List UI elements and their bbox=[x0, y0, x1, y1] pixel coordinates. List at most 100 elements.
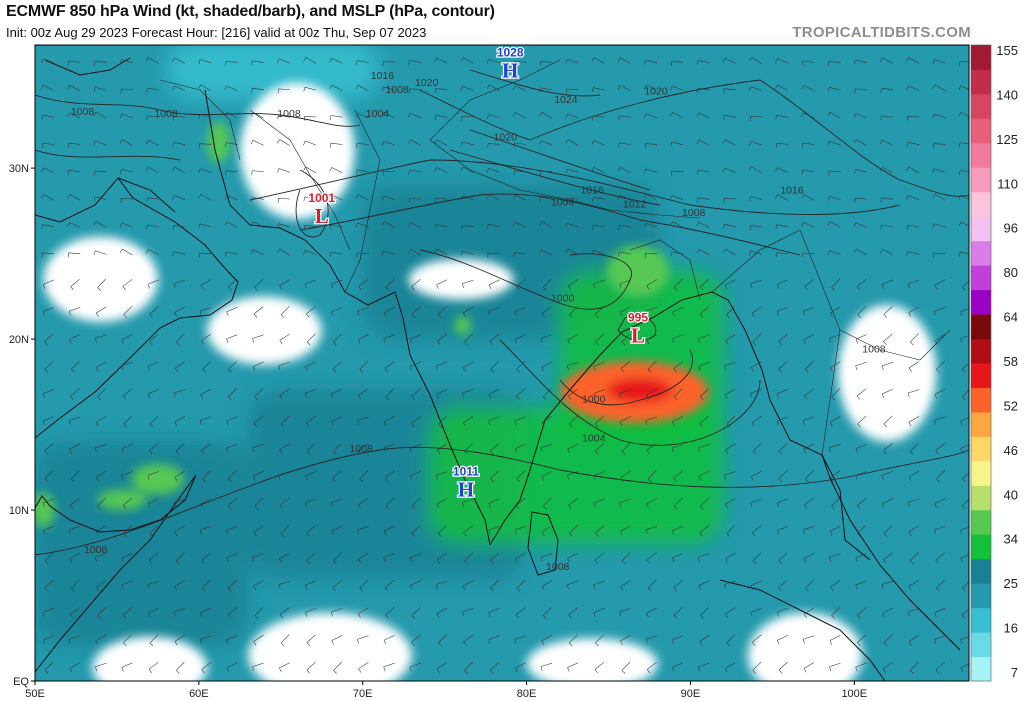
wind-band-0 bbox=[166, 45, 380, 100]
wind-barb-179 bbox=[225, 170, 238, 176]
border-persian-gulf bbox=[117, 177, 176, 213]
wind-barb-424 bbox=[516, 388, 526, 400]
wind-barb-695 bbox=[829, 525, 841, 536]
wind-barb-528 bbox=[617, 57, 631, 64]
wind-barb-274 bbox=[329, 84, 343, 92]
wind-barb-120 bbox=[174, 525, 185, 536]
wind-barb-24 bbox=[68, 635, 81, 644]
wind-barb-260 bbox=[332, 470, 343, 482]
wind-barb-500 bbox=[592, 197, 605, 202]
wind-barb-497 bbox=[593, 279, 605, 289]
wind-barb-800 bbox=[932, 168, 946, 174]
wind-barb-779 bbox=[907, 115, 920, 121]
calm-areas bbox=[43, 82, 937, 681]
brand-watermark[interactable]: TROPICALTIDBITS.COM bbox=[792, 24, 971, 41]
wind-barb-734 bbox=[854, 88, 867, 94]
wind-barb-495 bbox=[595, 333, 605, 346]
wind-barb-286 bbox=[358, 388, 369, 400]
wind-barb-616 bbox=[722, 167, 736, 173]
wind-barb-406 bbox=[487, 252, 500, 258]
wind-barb-199 bbox=[250, 249, 264, 255]
wind-barb-309 bbox=[385, 388, 395, 401]
wind-barb-310 bbox=[384, 361, 395, 373]
wind-barb-787 bbox=[934, 526, 946, 535]
wind-barb-299 bbox=[383, 662, 395, 672]
wind-barb-590 bbox=[696, 249, 710, 256]
wind-barb-617 bbox=[722, 139, 736, 146]
wind-barb-202 bbox=[251, 170, 264, 176]
wind-barb-66 bbox=[93, 111, 107, 119]
wind-barb-725 bbox=[855, 334, 867, 344]
wind-barb-719 bbox=[857, 497, 867, 510]
isobar-1004-north bbox=[299, 193, 801, 256]
isobar-label-16: 1000 bbox=[582, 393, 606, 405]
wind-barb-382 bbox=[462, 279, 474, 288]
isobar-1008-iran bbox=[35, 94, 361, 127]
wind-barb-106 bbox=[147, 279, 159, 289]
wind-barb-186 bbox=[254, 607, 264, 619]
wind-barb-178 bbox=[224, 194, 238, 201]
wind-barb-739 bbox=[881, 580, 893, 589]
wind-barb-55 bbox=[95, 416, 107, 427]
colorbar-label-12: 125 bbox=[996, 132, 1018, 147]
wind-barb-358 bbox=[438, 306, 447, 318]
wind-barb-352 bbox=[435, 471, 448, 480]
wind-barb-136 bbox=[172, 85, 186, 91]
colorbar-label-10: 96 bbox=[1004, 221, 1018, 236]
wind-barb-581 bbox=[700, 497, 709, 510]
country-borders bbox=[159, 59, 951, 456]
wind-barb-173 bbox=[226, 334, 238, 344]
wind-barb-571 bbox=[670, 141, 684, 147]
isobar-1004-pakistan bbox=[295, 169, 329, 238]
border-himalaya bbox=[429, 139, 701, 219]
wind-barb-648 bbox=[778, 552, 788, 565]
colorbar-swatch-14 bbox=[971, 314, 991, 340]
wind-barb-304 bbox=[383, 525, 395, 536]
wind-barb-492 bbox=[594, 415, 605, 428]
wind-barb-197 bbox=[253, 306, 264, 318]
wind-barb-108 bbox=[146, 224, 159, 230]
wind-barb-13 bbox=[42, 307, 54, 316]
wind-barb-641 bbox=[749, 116, 763, 121]
wind-barb-399 bbox=[489, 443, 500, 455]
wind-barb-709 bbox=[827, 140, 841, 146]
wind-barb-820 bbox=[959, 251, 969, 257]
wind-barb-200 bbox=[250, 221, 264, 228]
wind-barb-396 bbox=[488, 525, 500, 535]
wind-barb-544 bbox=[644, 252, 658, 258]
wind-barb-642 bbox=[749, 86, 762, 92]
colorbar-swatch-22 bbox=[971, 118, 991, 144]
wind-barb-625 bbox=[752, 552, 762, 565]
wind-barb-235 bbox=[306, 525, 316, 537]
jet-core-2 bbox=[131, 463, 185, 495]
wind-barb-193 bbox=[253, 415, 264, 427]
wind-barb-247 bbox=[303, 196, 317, 202]
wind-barb-412 bbox=[486, 84, 500, 92]
wind-barb-296 bbox=[355, 112, 369, 119]
wind-barb-340 bbox=[408, 169, 422, 175]
wind-barb-558 bbox=[673, 497, 683, 510]
wind-barb-212 bbox=[280, 525, 290, 537]
isobar-label-21: 1008 bbox=[862, 344, 886, 356]
wind-barb-577 bbox=[700, 607, 709, 619]
wind-barb-219 bbox=[279, 333, 290, 345]
jet-core-5 bbox=[207, 121, 230, 163]
wind-barb-549 bbox=[644, 113, 657, 118]
wind-barb-531 bbox=[646, 607, 657, 618]
wind-barb-684 bbox=[801, 194, 815, 201]
pressure-value: 1011 bbox=[453, 464, 479, 478]
wind-barb-775 bbox=[907, 225, 920, 231]
wind-barb-308 bbox=[383, 416, 395, 426]
wind-barb-81 bbox=[121, 334, 133, 344]
wind-barb-538 bbox=[645, 416, 658, 425]
wind-barb-518 bbox=[621, 333, 631, 346]
wind-barb-249 bbox=[303, 140, 317, 146]
wind-barb-425 bbox=[516, 360, 526, 373]
isobar-label-18: 1008 bbox=[349, 443, 373, 455]
wind-barb-793 bbox=[936, 360, 945, 373]
wind-barb-533 bbox=[646, 552, 657, 564]
colorbar-swatch-3 bbox=[971, 583, 991, 609]
wind-barb-505 bbox=[591, 57, 605, 64]
